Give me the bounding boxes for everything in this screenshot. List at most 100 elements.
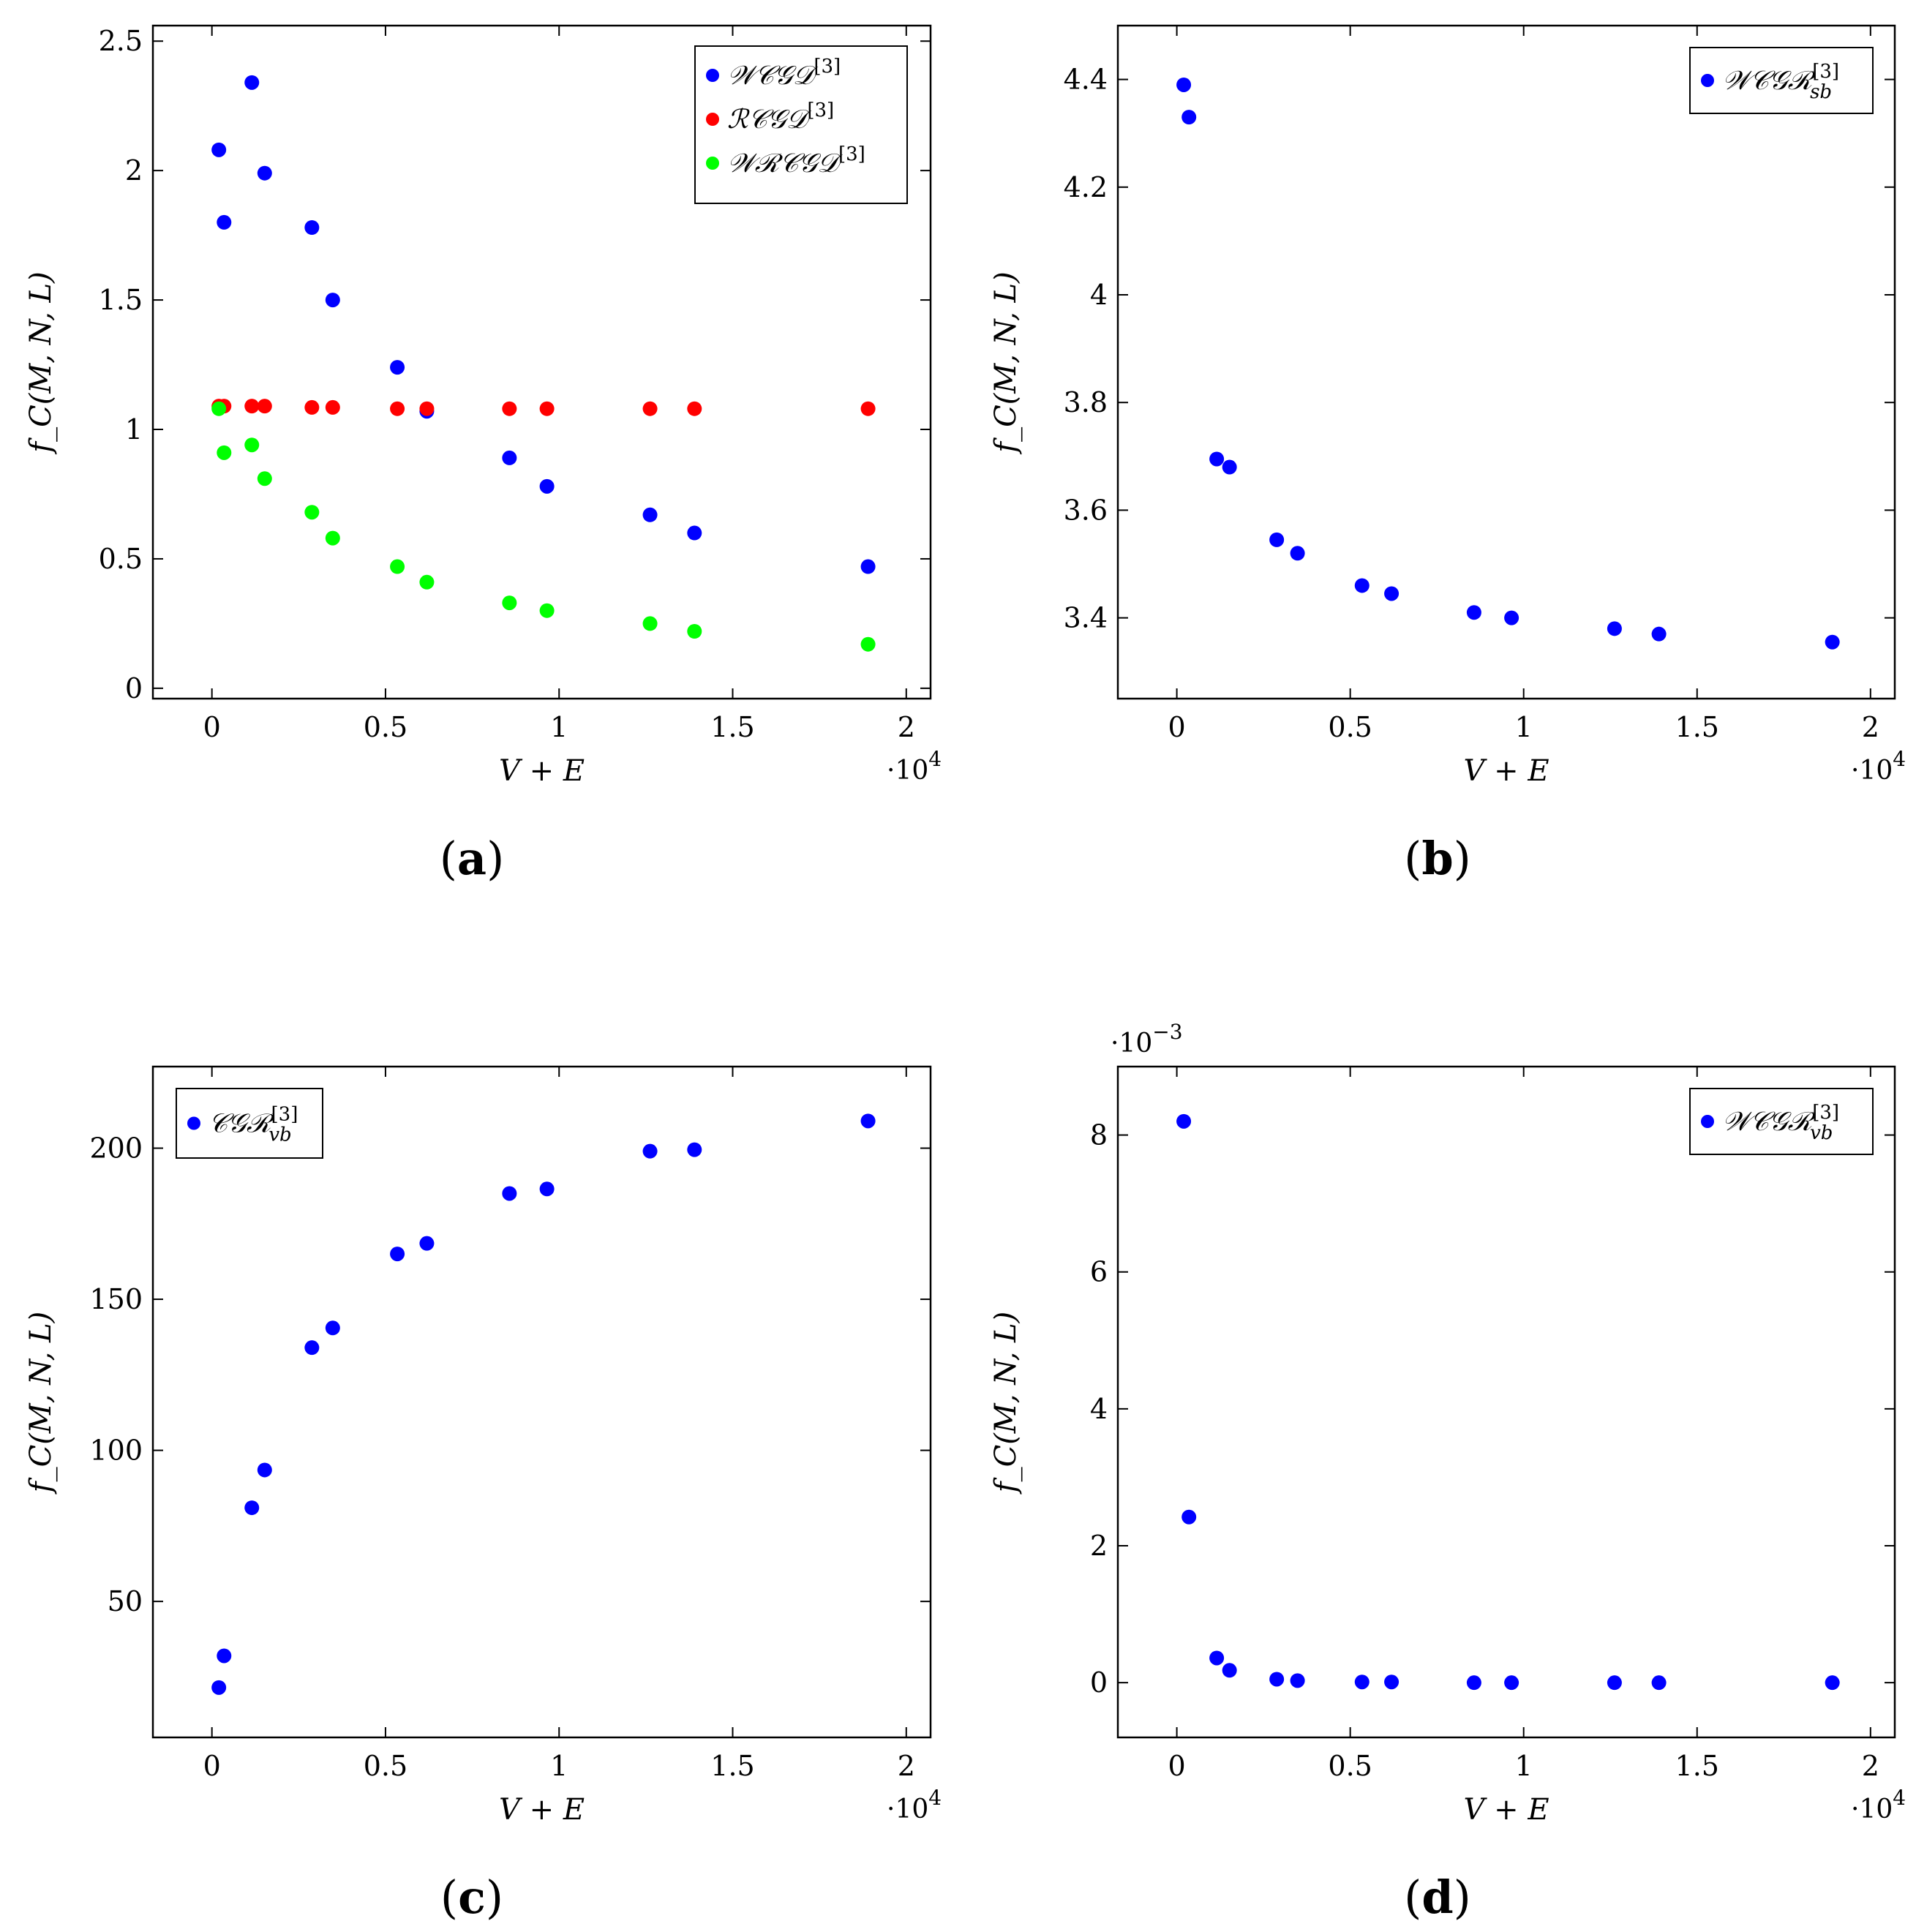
x-multiplier: ·104 bbox=[1851, 1786, 1906, 1824]
data-point bbox=[539, 603, 555, 618]
data-point bbox=[687, 401, 702, 416]
y-tick-label: 3.4 bbox=[1064, 602, 1108, 634]
data-point bbox=[1384, 586, 1400, 601]
legend-box bbox=[1689, 1088, 1874, 1155]
data-point bbox=[539, 401, 555, 416]
y-tick-label: 4.4 bbox=[1064, 64, 1108, 96]
data-point bbox=[390, 401, 405, 416]
y-multiplier: ·10−3 bbox=[1111, 1020, 1183, 1059]
data-point bbox=[217, 445, 232, 460]
data-point bbox=[211, 401, 227, 416]
data-point bbox=[304, 220, 320, 235]
x-multiplier: ·104 bbox=[887, 1786, 942, 1824]
series-0 bbox=[211, 75, 876, 574]
x-tick-label: 2 bbox=[1862, 711, 1879, 743]
data-point bbox=[642, 401, 658, 416]
y-axis-label: f_C(M, N, L) bbox=[24, 271, 58, 454]
y-tick-label: 200 bbox=[89, 1132, 143, 1165]
legend-marker bbox=[187, 1116, 200, 1130]
legend-marker bbox=[706, 157, 719, 170]
plot-frame bbox=[1116, 1065, 1896, 1739]
data-point bbox=[1176, 77, 1192, 92]
data-point bbox=[217, 214, 232, 230]
plot-frame bbox=[151, 1065, 932, 1739]
legend: 𝒞𝒢ℛ[3] vb bbox=[176, 1088, 323, 1159]
x-multiplier: ·104 bbox=[1851, 747, 1906, 786]
plot-frame bbox=[151, 24, 932, 700]
y-tick-label: 4.2 bbox=[1064, 171, 1108, 203]
x-tick-label: 1 bbox=[550, 1750, 568, 1782]
panel-a: 0 0.5 1 1.5 2 0 0.5 1 1.5 2 2.5 V + E f_C(M, N, L) ·1… bbox=[24, 24, 942, 788]
legend-label: ℛ𝒞𝒢𝒟[3] bbox=[727, 99, 834, 135]
data-point bbox=[217, 1648, 232, 1664]
legend-marker bbox=[706, 69, 719, 82]
data-point bbox=[539, 1181, 555, 1197]
legend-marker bbox=[1701, 1115, 1714, 1128]
data-point bbox=[304, 1340, 320, 1356]
legend: 𝒲𝒞𝒢ℛ[3] sb bbox=[1689, 47, 1874, 114]
data-point bbox=[1504, 610, 1519, 625]
data-point bbox=[390, 1247, 405, 1262]
x-axis-label: V + E bbox=[1463, 754, 1549, 788]
y-tick-label: 3.6 bbox=[1064, 494, 1108, 526]
data-point bbox=[244, 437, 260, 453]
x-axis-label: V + E bbox=[499, 754, 585, 788]
x-tick-label: 0 bbox=[203, 711, 221, 743]
x-tick-label: 1 bbox=[550, 711, 568, 743]
y-tick-label: 100 bbox=[89, 1435, 143, 1467]
y-tick-label: 6 bbox=[1090, 1256, 1108, 1288]
data-point bbox=[1181, 1509, 1197, 1525]
data-point bbox=[211, 142, 227, 157]
data-point bbox=[687, 525, 702, 541]
x-tick-label: 0 bbox=[1168, 711, 1186, 743]
data-point bbox=[1222, 459, 1237, 475]
series-0 bbox=[1176, 77, 1840, 650]
data-point bbox=[687, 1142, 702, 1157]
data-point bbox=[419, 401, 435, 416]
x-tick-label: 1 bbox=[1515, 711, 1533, 743]
data-point bbox=[325, 293, 340, 308]
data-point bbox=[642, 507, 658, 522]
y-tick-label: 2 bbox=[1090, 1530, 1108, 1562]
data-point bbox=[244, 399, 260, 414]
data-point bbox=[1354, 578, 1370, 593]
panel-label: (d) bbox=[1404, 1871, 1471, 1924]
data-point bbox=[419, 1236, 435, 1251]
data-point bbox=[1504, 1675, 1519, 1691]
data-point bbox=[1209, 451, 1225, 467]
data-point bbox=[211, 1680, 227, 1695]
y-tick-label: 0 bbox=[125, 672, 143, 704]
data-point bbox=[257, 471, 272, 486]
x-tick-label: 0 bbox=[203, 1750, 221, 1782]
data-point bbox=[257, 165, 272, 181]
x-tick-label: 1.5 bbox=[710, 1750, 754, 1782]
legend: 𝒲𝒞𝒢ℛ[3] vb bbox=[1689, 1088, 1874, 1155]
y-tick-label: 0.5 bbox=[99, 543, 143, 575]
data-point bbox=[1290, 546, 1305, 561]
data-point bbox=[390, 360, 405, 375]
data-point bbox=[539, 478, 555, 494]
series-0 bbox=[1176, 1113, 1840, 1691]
data-point bbox=[1607, 1675, 1622, 1691]
x-tick-label: 1 bbox=[1515, 1750, 1533, 1782]
data-point bbox=[304, 399, 320, 415]
legend: 𝒲𝒞𝒢𝒟[3]ℛ𝒞𝒢𝒟[3]𝒲ℛ𝒞𝒢𝒟[3] bbox=[694, 45, 908, 204]
data-point bbox=[1651, 1675, 1667, 1691]
data-point bbox=[1176, 1113, 1192, 1129]
x-tick-label: 0.5 bbox=[1328, 711, 1372, 743]
data-point bbox=[257, 1462, 272, 1478]
data-point bbox=[860, 636, 876, 652]
y-tick-label: 2 bbox=[125, 154, 143, 187]
y-tick-label: 1.5 bbox=[99, 284, 143, 316]
data-point bbox=[502, 595, 517, 611]
panel-label: (b) bbox=[1404, 832, 1471, 885]
y-tick-label: 150 bbox=[89, 1283, 143, 1315]
y-axis-label: f_C(M, N, L) bbox=[989, 271, 1023, 454]
x-tick-label: 1.5 bbox=[1675, 1750, 1719, 1782]
data-point bbox=[325, 1320, 340, 1336]
legend-box bbox=[1689, 47, 1874, 114]
x-tick-label: 1.5 bbox=[1675, 711, 1719, 743]
data-point bbox=[1825, 634, 1840, 650]
x-axis-label: V + E bbox=[1463, 1793, 1549, 1827]
